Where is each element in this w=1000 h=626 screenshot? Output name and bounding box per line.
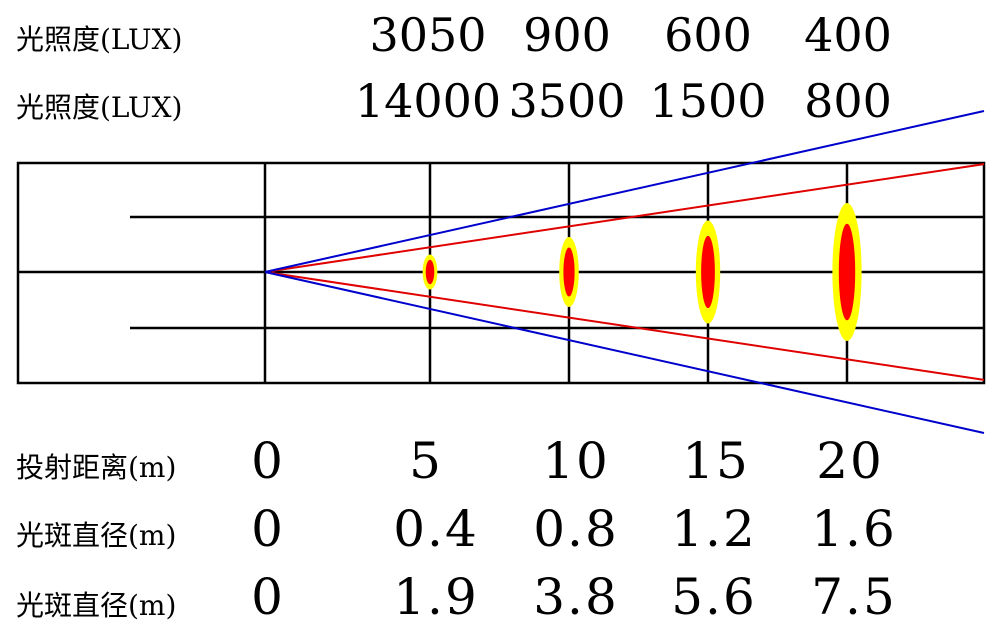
wide-beam-line-upper (264, 109, 985, 273)
spot-narrow-5: 0.4 (393, 500, 479, 558)
illuminance-narrow-5m: 3050 (369, 8, 487, 62)
distance-0: 0 (251, 432, 285, 490)
illuminance-narrow-20m: 400 (804, 8, 892, 62)
wide-beam-line-lower (264, 271, 985, 435)
illuminance-label-wide: 光照度(LUX) (16, 91, 183, 124)
narrow-beam-line-upper (264, 163, 985, 273)
spot-core-10m (563, 247, 575, 297)
spot-core-20m (838, 223, 856, 321)
distance-5: 5 (409, 432, 443, 490)
illuminance-label-narrow: 光照度(LUX) (16, 23, 183, 56)
illuminance-narrow-15m: 600 (664, 8, 752, 62)
spot-wide-15: 5.6 (671, 568, 757, 626)
distance-label: 投射距离(m) (16, 451, 177, 484)
spot-wide-0: 0 (251, 568, 285, 626)
illuminance-wide-5m: 14000 (354, 74, 502, 128)
spot-narrow-20: 1.6 (811, 500, 897, 558)
illuminance-narrow-10m: 900 (523, 8, 611, 62)
distance-20: 20 (816, 432, 884, 490)
distance-10: 10 (542, 432, 610, 490)
spot-narrow-10: 0.8 (533, 500, 619, 558)
spot-core-5m (425, 259, 435, 285)
spot-core-15m (701, 235, 715, 309)
illuminance-wide-10m: 3500 (508, 74, 626, 128)
spot-label-narrow: 光斑直径(m) (16, 519, 177, 552)
illuminance-wide-20m: 800 (804, 74, 892, 128)
spot-wide-10: 3.8 (533, 568, 619, 626)
spot-label-wide: 光斑直径(m) (16, 589, 177, 622)
spot-narrow-0: 0 (251, 500, 285, 558)
light-spots (422, 203, 862, 341)
spot-wide-20: 7.5 (811, 568, 897, 626)
distance-15: 15 (682, 432, 750, 490)
spot-wide-5: 1.9 (393, 568, 479, 626)
illuminance-wide-15m: 1500 (649, 74, 767, 128)
narrow-beam-line-lower (264, 271, 985, 381)
spot-narrow-15: 1.2 (671, 500, 757, 558)
beam-lines (264, 109, 985, 435)
